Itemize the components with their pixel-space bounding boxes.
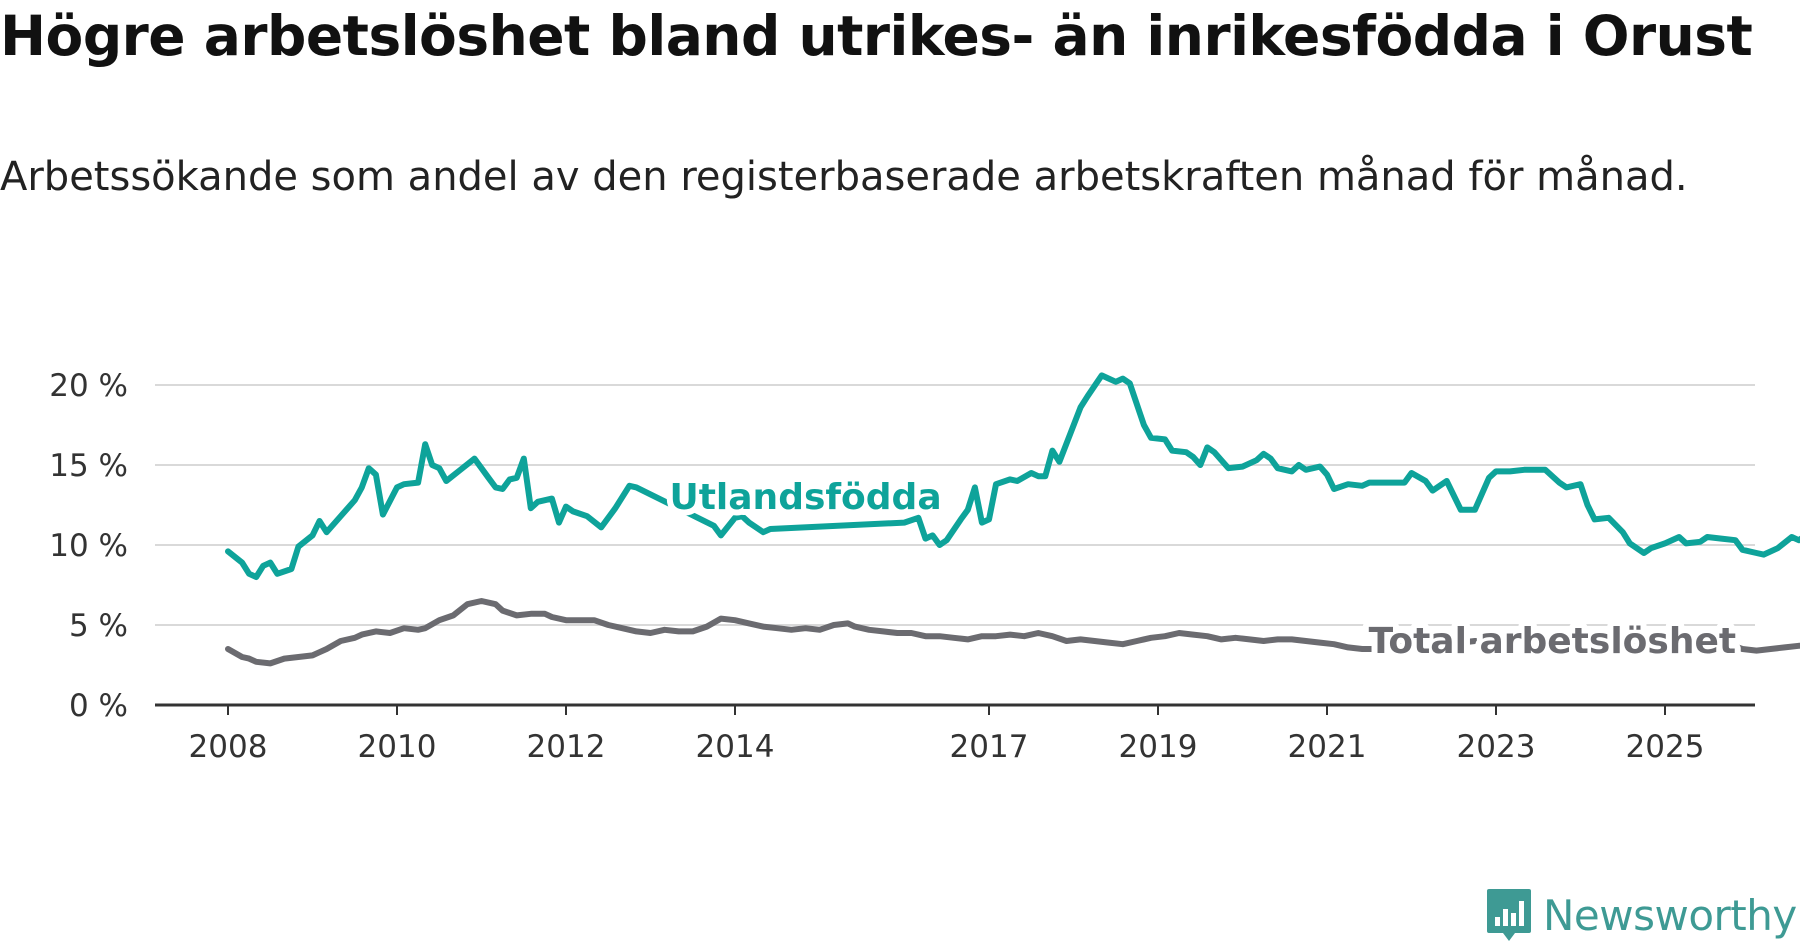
x-tick-label: 2017 <box>950 729 1029 765</box>
chart-subtitle: Arbetssökande som andel av den registerb… <box>0 154 1688 200</box>
x-tick-label: 2025 <box>1626 729 1705 765</box>
brand-name: Newsworthy <box>1543 890 1797 940</box>
line-chart: 0 %5 %10 %15 %20 % 2008 2010 2012 2014 2017 2… <box>49 368 1800 765</box>
x-tick-label: 2010 <box>358 729 437 765</box>
series-label-utlandsfodda: Utlandsfödda <box>669 477 941 518</box>
x-tick-label: 2014 <box>696 729 775 765</box>
x-tick-label: 2019 <box>1119 729 1198 765</box>
series-lines <box>225 372 1800 667</box>
newsworthy-logo: Newsworthy <box>1485 885 1797 945</box>
x-tick-label: 2012 <box>527 729 606 765</box>
series-line-total <box>225 598 1800 667</box>
x-tick-label: 2008 <box>189 729 268 765</box>
series-line-utlandsfodda <box>225 372 1800 580</box>
y-tick-label: 5 % <box>69 608 128 644</box>
y-tick-label: 15 % <box>49 448 128 484</box>
chart-title: Högre arbetslöshet bland utrikes- än inr… <box>0 4 1753 68</box>
y-tick-label: 20 % <box>49 368 128 404</box>
series-label-total: Total arbetslöshet <box>1369 621 1737 662</box>
y-tick-label: 0 % <box>69 688 128 724</box>
y-tick-label: 10 % <box>49 528 128 564</box>
gridlines <box>155 384 1755 626</box>
bar-chart-badge-icon <box>1487 889 1531 941</box>
x-axis: 2008 2010 2012 2014 2017 2019 2021 2023 2025 <box>155 703 1755 765</box>
x-tick-label: 2023 <box>1457 729 1536 765</box>
x-tick-label: 2021 <box>1288 729 1367 765</box>
y-axis: 0 % 5 % 10 % 15 % 20 % <box>49 368 128 724</box>
